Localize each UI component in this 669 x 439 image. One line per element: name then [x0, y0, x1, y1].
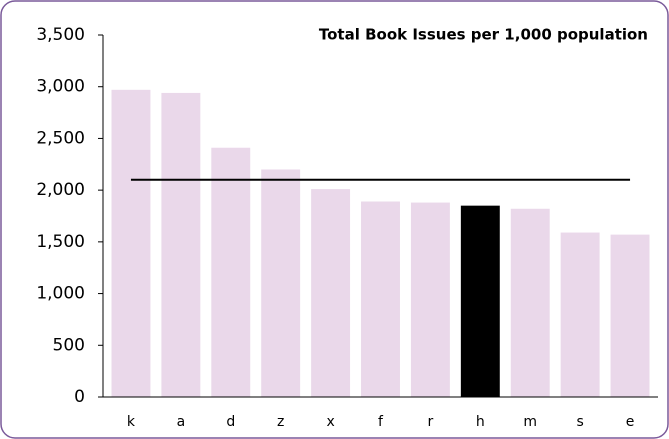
- x-tick-label: k: [127, 414, 136, 430]
- y-tick-label: 1,500: [36, 232, 85, 252]
- x-tick-label: x: [326, 414, 334, 430]
- bar: [361, 201, 400, 397]
- bar: [410, 202, 450, 397]
- bar: [111, 89, 151, 398]
- y-tick-label: 3,000: [36, 77, 85, 97]
- y-tick-label: 500: [53, 335, 85, 355]
- bar: [460, 205, 500, 397]
- bar: [261, 169, 301, 397]
- x-tick-label: a: [177, 414, 186, 430]
- x-tick-label: e: [626, 414, 635, 430]
- x-tick-label: r: [428, 414, 434, 430]
- chart-title: Total Book Issues per 1,000 population: [319, 26, 648, 44]
- x-tick-label: h: [476, 414, 485, 430]
- x-tick-label: f: [378, 414, 384, 430]
- y-tick-label: 3,500: [36, 25, 85, 45]
- y-tick-label: 2,500: [36, 128, 85, 148]
- bar: [610, 234, 650, 397]
- x-tick-label: z: [277, 414, 284, 430]
- bar: [311, 189, 351, 397]
- bar: [560, 232, 600, 397]
- y-tick-label: 0: [74, 387, 85, 407]
- x-tick-label: d: [226, 414, 235, 430]
- y-tick-label: 2,000: [36, 180, 85, 200]
- bar: [510, 208, 550, 397]
- y-tick-label: 1,000: [36, 284, 85, 304]
- x-tick-label: s: [576, 414, 583, 430]
- bar: [161, 92, 201, 398]
- bar: [211, 147, 251, 397]
- x-tick-label: m: [523, 414, 537, 430]
